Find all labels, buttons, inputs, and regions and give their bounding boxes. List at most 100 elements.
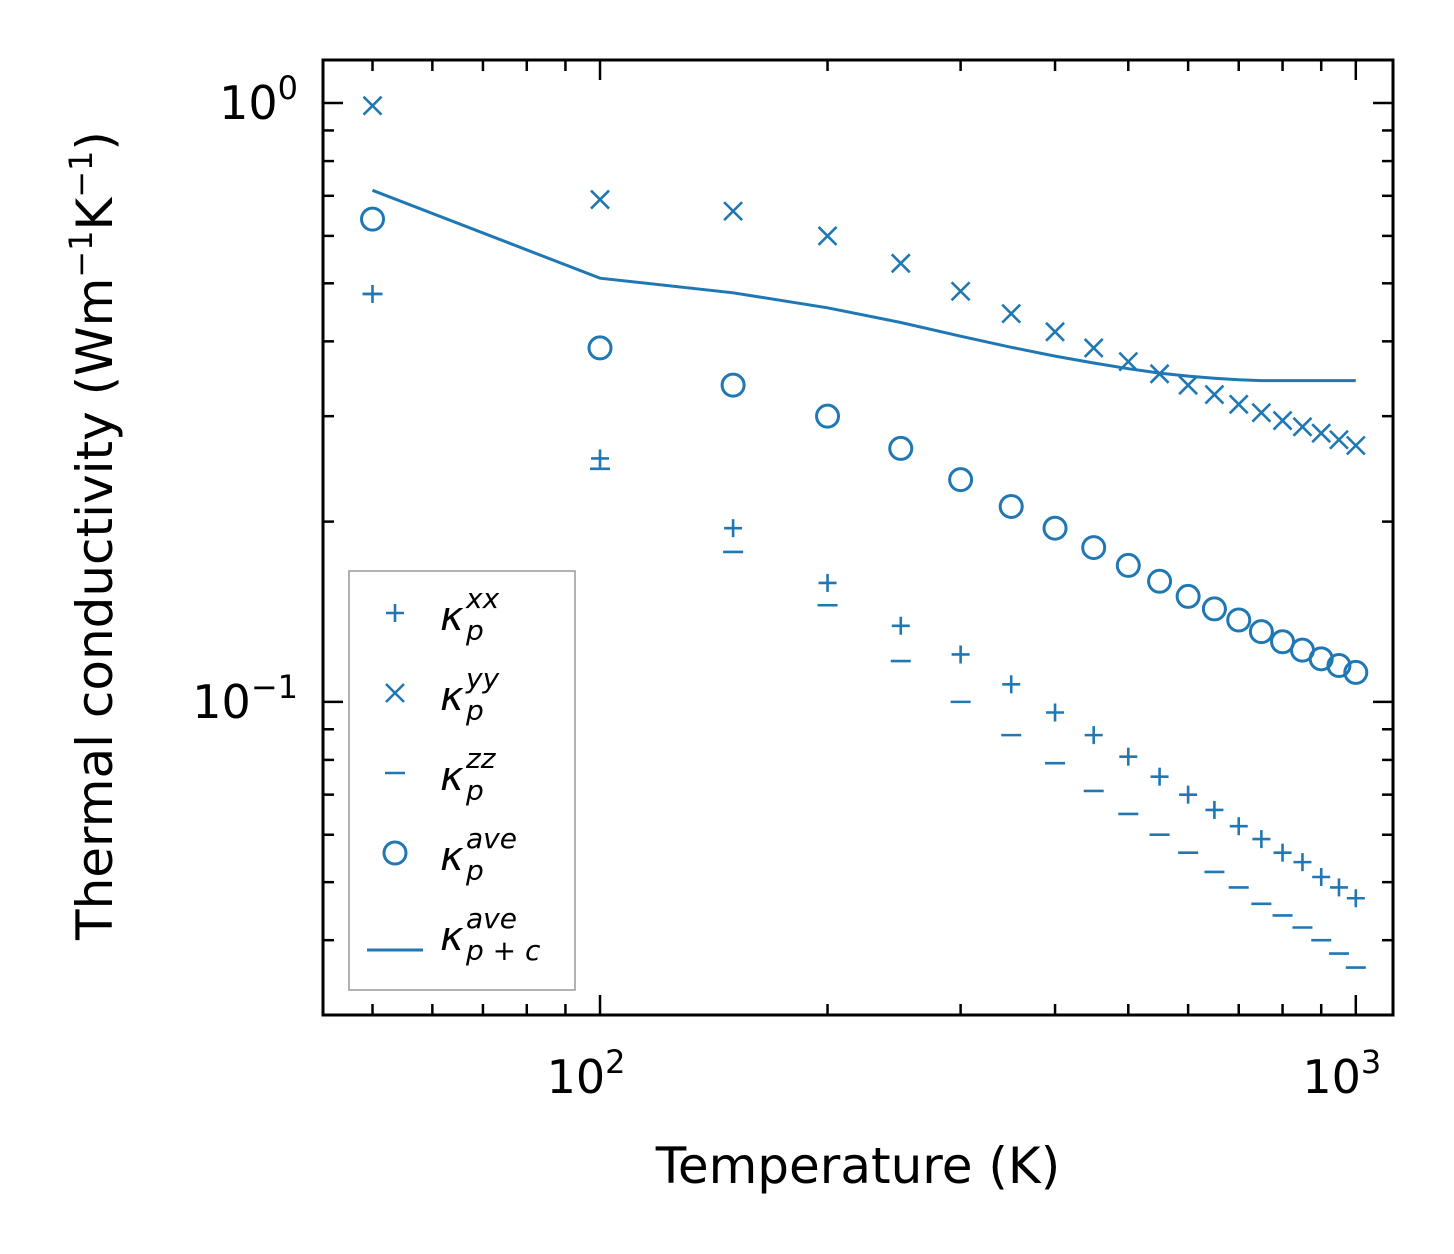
data-point-yy [950, 281, 971, 302]
data-point-yy [1311, 423, 1332, 444]
x-tick-label: 102 [547, 1043, 626, 1104]
data-point-ave [720, 372, 746, 398]
data-point-xx [1252, 830, 1271, 849]
data-point-yy [1251, 402, 1272, 423]
data-point-ave [1326, 653, 1352, 679]
x-stroke [817, 225, 838, 246]
x-stroke [890, 253, 911, 274]
data-point-ave [1226, 607, 1252, 633]
data-point-xx [1312, 867, 1331, 886]
circle-marker [888, 435, 914, 461]
y-tick-label: 10−1 [192, 668, 298, 729]
circle-marker [1081, 535, 1107, 561]
x-stroke [723, 201, 744, 222]
data-point-xx [1229, 817, 1248, 836]
legend-superscript: xx [465, 582, 500, 615]
data-point-ave [1201, 596, 1227, 622]
data-point-ave [815, 403, 841, 429]
data-point-yy [817, 225, 838, 246]
data-point-xx [1119, 747, 1138, 766]
data-point-xx [1205, 800, 1224, 819]
circle-marker [1147, 568, 1173, 594]
data-point-xx [891, 616, 910, 635]
tick-labels: 102 103 10−1 100 [192, 69, 1381, 1104]
series-zz [362, 292, 1366, 969]
circle-marker [1115, 552, 1141, 578]
legend-item-xx: κ xxp [386, 582, 500, 647]
x-stroke [1083, 338, 1104, 358]
x-stroke [1228, 394, 1249, 415]
major-ticks [323, 60, 1393, 1015]
x-stroke [1311, 423, 1332, 444]
data-point-ave [888, 435, 914, 461]
data-point-xx [1346, 889, 1365, 908]
legend-marker [382, 840, 408, 866]
data-point-ave [1115, 552, 1141, 578]
data-point-ave [1343, 659, 1369, 685]
data-point-xx [591, 449, 610, 468]
legend-marker [386, 604, 404, 622]
legend-superscript: yy [465, 662, 500, 695]
circle-marker [1343, 659, 1369, 685]
data-point-yy [1083, 338, 1104, 358]
x-stroke [1272, 410, 1293, 431]
data-point-ave [1248, 619, 1274, 645]
x-tick-label: 103 [1302, 1043, 1381, 1104]
x-stroke [385, 683, 405, 703]
data-point-ave [360, 206, 386, 232]
y-axis-title-unit: K [66, 197, 124, 231]
data-point-yy [362, 95, 383, 116]
legend-marker [385, 683, 405, 703]
data-point-xx [1150, 767, 1169, 786]
data-point-yy [1329, 429, 1349, 450]
y-axis-title-exp1: −1 [62, 231, 100, 278]
circle-marker [948, 467, 974, 493]
data-point-yy [890, 253, 911, 274]
x-stroke [1204, 384, 1225, 405]
circle-marker [1248, 619, 1274, 645]
series-ave [360, 206, 1369, 685]
y-axis-title: Thermal conductivity (Wm−1K−1) [62, 131, 124, 941]
x-stroke [590, 189, 610, 210]
circle-marker [382, 840, 408, 866]
data-point-xx [1084, 726, 1103, 745]
data-point-yy [1345, 435, 1366, 456]
legend-superscript: ave [466, 902, 517, 935]
legend-subscript: p [465, 614, 484, 647]
minor-ticks [323, 60, 1393, 1017]
data-point-ave [1147, 568, 1173, 594]
x-stroke [1178, 375, 1199, 396]
data-point-ave [1042, 515, 1068, 541]
data-point-ave [948, 467, 974, 493]
legend-symbol: κ [440, 914, 464, 960]
data-point-yy [1001, 303, 1022, 324]
y-tick-label: 100 [219, 69, 298, 130]
data-point-ave [1175, 583, 1201, 609]
series-yy [362, 95, 1366, 456]
data-point-xx [1002, 675, 1021, 694]
legend-item-yy: κ yyp [385, 662, 500, 727]
legend-superscript: ave [466, 822, 517, 855]
legend-superscript: zz [465, 742, 497, 775]
y-axis-title-main: Thermal conductivity (Wm [66, 278, 124, 941]
circle-marker [815, 403, 841, 429]
circle-marker [360, 206, 386, 232]
data-point-xx [951, 645, 970, 664]
data-point-ave [1081, 535, 1107, 561]
legend-subscript: p [465, 774, 484, 807]
data-point-xx [818, 573, 837, 592]
data-point-yy [1045, 321, 1065, 342]
legend-item-zz: κ zzp [385, 742, 497, 807]
y-axis-title-close: ) [66, 131, 124, 151]
data-point-xx [1273, 843, 1292, 862]
plot-frame [321, 58, 1395, 1017]
data-point-yy [723, 201, 744, 222]
circle-marker [1042, 515, 1068, 541]
circle-marker [998, 493, 1024, 519]
legend-symbol: κ [440, 594, 464, 640]
circle-marker [1175, 583, 1201, 609]
legend-symbol: κ [440, 834, 464, 880]
legend-subscript: p + c [465, 934, 541, 967]
